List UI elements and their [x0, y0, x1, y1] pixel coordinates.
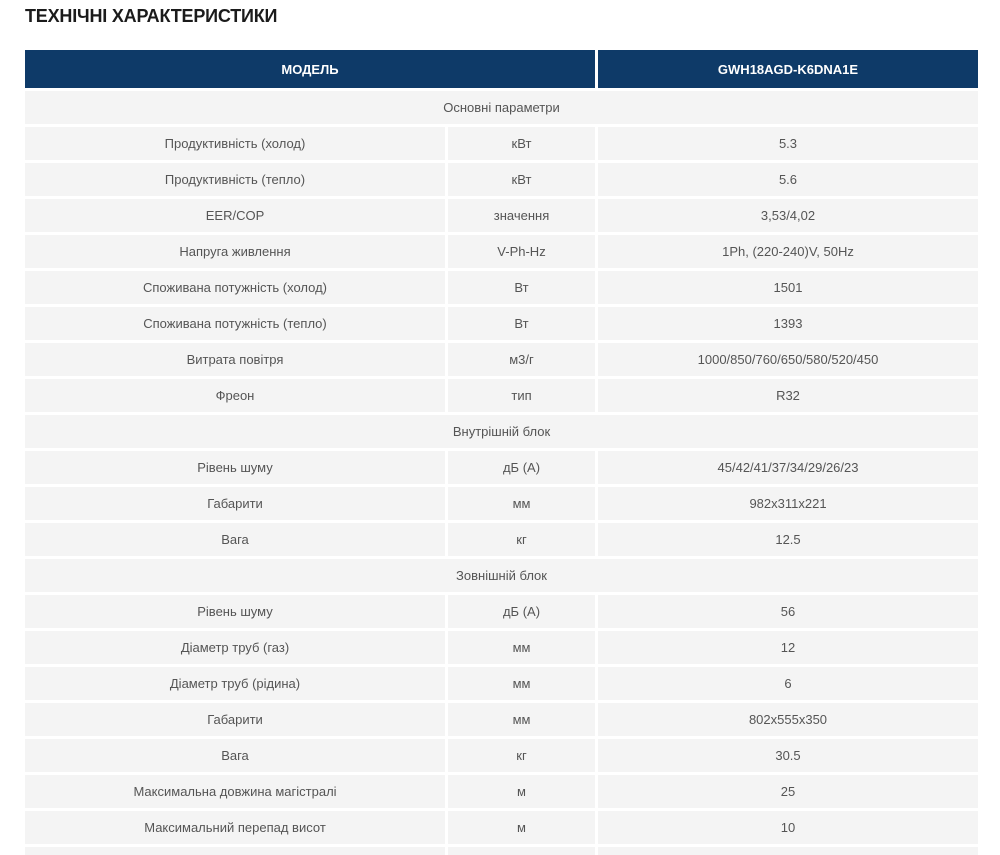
value-cell: 1501	[598, 271, 978, 304]
param-cell: Вага	[25, 523, 445, 556]
param-cell: Вага	[25, 739, 445, 772]
value-cell: 12	[598, 631, 978, 664]
unit-cell: дБ (А)	[448, 451, 595, 484]
table-row: Напруга живлення V-Ph-Hz 1Ph, (220-240)V, …	[25, 235, 978, 268]
table-row: Споживана потужність (тепло) Вт 1393	[25, 307, 978, 340]
param-cell: EER/COP	[25, 199, 445, 232]
unit-cell: мм	[448, 703, 595, 736]
param-cell: Продуктивність (тепло)	[25, 163, 445, 196]
value-cell: 5.3	[598, 127, 978, 160]
param-cell: Рівень шуму	[25, 451, 445, 484]
section-row: Основні параметри	[25, 91, 978, 124]
value-cell: 56	[598, 595, 978, 628]
value-cell: 1000/850/760/650/580/520/450	[598, 343, 978, 376]
table-row: Рівень шуму дБ (А) 56	[25, 595, 978, 628]
table-row: Продуктивність (холод) кВт 5.3	[25, 127, 978, 160]
unit-cell: кВт	[448, 163, 595, 196]
table-row: Продуктивність (тепло) кВт 5.6	[25, 163, 978, 196]
unit-cell: Вт	[448, 271, 595, 304]
param-cell: Витрата повітря	[25, 343, 445, 376]
param-cell: Максимальний перепад висот	[25, 811, 445, 844]
param-cell: Габарити	[25, 703, 445, 736]
table-row: Вага кг 12.5	[25, 523, 978, 556]
value-cell: R32	[598, 379, 978, 412]
unit-cell: кг	[448, 523, 595, 556]
section-label: Зовнішній блок	[25, 559, 978, 592]
table-header-row: МОДЕЛЬ GWH18AGD-K6DNA1E	[25, 50, 978, 88]
table-row: Діаметр труб (газ) мм 12	[25, 631, 978, 664]
value-cell: 3,53/4,02	[598, 199, 978, 232]
param-cell: Рівень шуму	[25, 595, 445, 628]
table-row: Габарити мм 802x555x350	[25, 703, 978, 736]
param-cell: Габарити	[25, 487, 445, 520]
param-cell: Напруга живлення	[25, 235, 445, 268]
unit-cell: кг	[448, 739, 595, 772]
page-title: ТЕХНІЧНІ ХАРАКТЕРИСТИКИ	[25, 6, 278, 26]
unit-cell: тип	[448, 379, 595, 412]
unit-cell: мм	[448, 667, 595, 700]
unit-cell: V-Ph-Hz	[448, 235, 595, 268]
table-row: Фреон тип R32	[25, 379, 978, 412]
table-row: EER/COP значення 3,53/4,02	[25, 199, 978, 232]
value-cell: 1393	[598, 307, 978, 340]
partial-row	[25, 847, 978, 855]
section-label: Основні параметри	[25, 91, 978, 124]
section-row: Внутрішній блок	[25, 415, 978, 448]
unit-cell: м	[448, 811, 595, 844]
unit-cell: мм	[448, 487, 595, 520]
value-cell: 982x311x221	[598, 487, 978, 520]
table-header-model-value: GWH18AGD-K6DNA1E	[598, 50, 978, 88]
table-row: Споживана потужність (холод) Вт 1501	[25, 271, 978, 304]
table-row: Габарити мм 982x311x221	[25, 487, 978, 520]
unit-cell	[448, 847, 595, 855]
table-row: Максимальна довжина магістралі м 25	[25, 775, 978, 808]
param-cell: Максимальна довжина магістралі	[25, 775, 445, 808]
spec-table: МОДЕЛЬ GWH18AGD-K6DNA1E Основні параметр…	[25, 50, 978, 855]
unit-cell: м3/г	[448, 343, 595, 376]
value-cell: 30.5	[598, 739, 978, 772]
param-cell: Фреон	[25, 379, 445, 412]
value-cell: 802x555x350	[598, 703, 978, 736]
value-cell: 1Ph, (220-240)V, 50Hz	[598, 235, 978, 268]
value-cell: 12.5	[598, 523, 978, 556]
value-cell: 25	[598, 775, 978, 808]
param-cell: Діаметр труб (газ)	[25, 631, 445, 664]
section-row: Зовнішній блок	[25, 559, 978, 592]
param-cell: Продуктивність (холод)	[25, 127, 445, 160]
table-row: Витрата повітря м3/г 1000/850/760/650/580/…	[25, 343, 978, 376]
table-header-model-label: МОДЕЛЬ	[25, 50, 595, 88]
value-cell: 10	[598, 811, 978, 844]
table-row: Діаметр труб (рідина) мм 6	[25, 667, 978, 700]
value-cell	[598, 847, 978, 855]
param-cell: Споживана потужність (тепло)	[25, 307, 445, 340]
section-label: Внутрішній блок	[25, 415, 978, 448]
param-cell: Діаметр труб (рідина)	[25, 667, 445, 700]
table-body: Основні параметри Продуктивність (холод) к…	[25, 91, 978, 855]
value-cell: 45/42/41/37/34/29/26/23	[598, 451, 978, 484]
param-cell	[25, 847, 445, 855]
unit-cell: Вт	[448, 307, 595, 340]
unit-cell: кВт	[448, 127, 595, 160]
unit-cell: дБ (А)	[448, 595, 595, 628]
table-row: Вага кг 30.5	[25, 739, 978, 772]
table-row: Максимальний перепад висот м 10	[25, 811, 978, 844]
unit-cell: м	[448, 775, 595, 808]
value-cell: 5.6	[598, 163, 978, 196]
table-row: Рівень шуму дБ (А) 45/42/41/37/34/29/26/23	[25, 451, 978, 484]
unit-cell: значення	[448, 199, 595, 232]
param-cell: Споживана потужність (холод)	[25, 271, 445, 304]
value-cell: 6	[598, 667, 978, 700]
unit-cell: мм	[448, 631, 595, 664]
